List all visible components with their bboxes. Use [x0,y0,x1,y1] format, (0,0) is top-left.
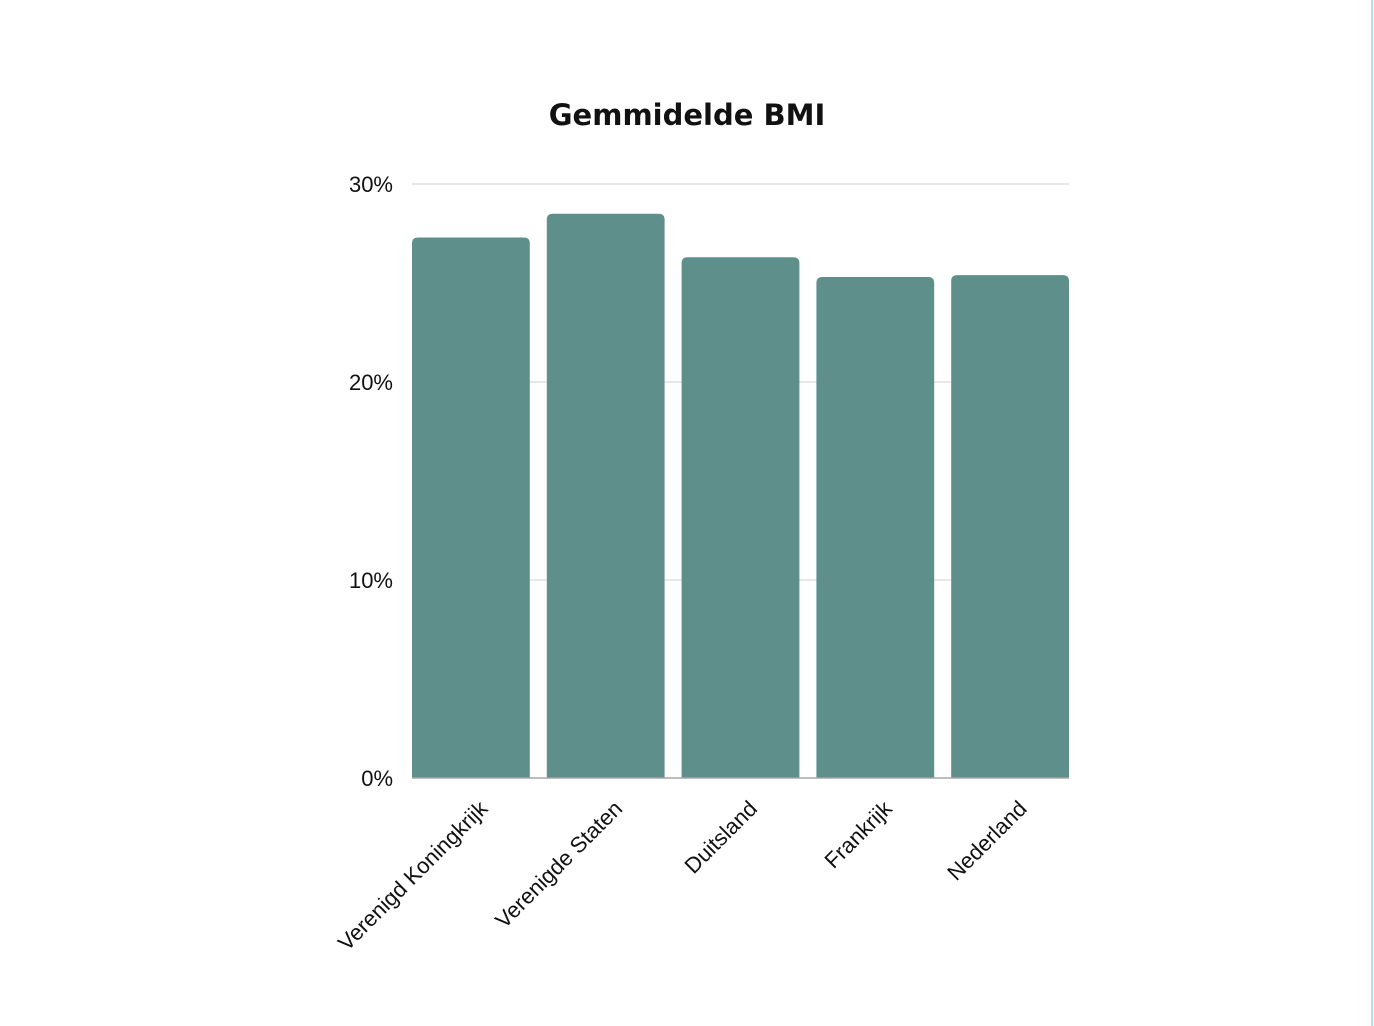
x-category-label: Verenigde Staten [490,796,627,933]
x-category-label: Frankrijk [820,795,898,873]
bar [681,257,800,778]
x-category-label: Nederland [942,796,1031,885]
bar [816,277,935,778]
bar [412,237,530,778]
bar-layer [412,213,1069,778]
x-category-label: Verenigd Koningkrijk [333,795,493,955]
y-tick-label: 0% [361,766,393,791]
x-category-label: Duitsland [680,796,763,879]
y-tick-label: 30% [349,172,393,197]
bar [546,213,665,778]
page-edge-line [1371,0,1373,1026]
y-tick-label: 20% [349,370,393,395]
bar [951,275,1069,778]
chart-title: Gemmidelde BMI [548,98,826,132]
y-tick-label: 10% [349,568,393,593]
